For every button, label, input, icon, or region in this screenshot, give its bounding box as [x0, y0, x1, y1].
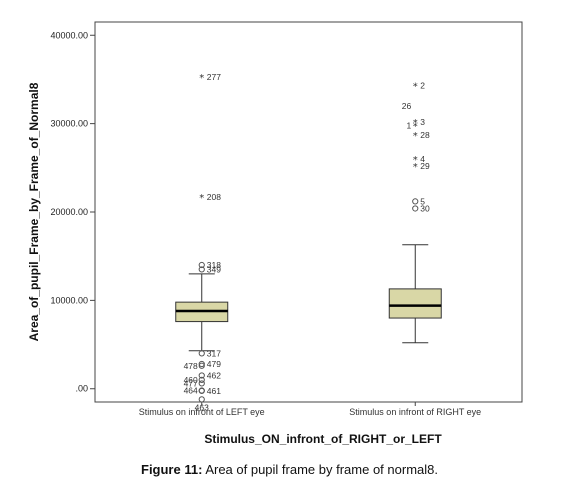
outlier-label: 5 [420, 196, 425, 206]
outlier-label: 462 [207, 370, 221, 380]
outlier-circle [412, 198, 419, 205]
outlier-label: 29 [420, 161, 430, 171]
outlier-circle [412, 205, 419, 212]
outlier-label: 3 [420, 117, 425, 127]
outlier-label: 1 [407, 120, 412, 130]
boxplot-chart: .00 10000.00 20000.00 30000.00 40000.00 Stim… [27, 21, 523, 446]
outlier-star: * [199, 193, 204, 204]
outlier-label: 463 [195, 402, 209, 412]
outlier-label: 461 [207, 386, 221, 396]
x-axis-title: Stimulus_ON_infront_of_RIGHT_or_LEFT [204, 432, 442, 446]
outlier-circle [198, 372, 205, 379]
outlier-circle [198, 350, 205, 357]
outlier-label: 28 [420, 130, 430, 140]
outlier-star: * [413, 131, 418, 142]
outlier-label: 208 [207, 192, 221, 202]
outlier-label: 349 [207, 264, 221, 274]
x-category-label: Stimulus on infront of RIGHT eye [349, 407, 481, 417]
outlier-circle [198, 360, 205, 368]
outlier-label: 26 [402, 101, 412, 111]
outlier-label: 4 [420, 154, 425, 164]
outlier-label: 277 [207, 72, 221, 82]
outlier-circle [198, 266, 205, 273]
x-category-label: Stimulus on infront of LEFT eye [139, 407, 265, 417]
outlier-label: 479 [207, 359, 221, 369]
figure-caption-prefix: Figure 11: [141, 462, 203, 477]
outlier-star: * [199, 73, 204, 84]
outlier-star: * [413, 155, 418, 166]
outlier-label: 2 [420, 81, 425, 91]
outlier-circle [198, 362, 205, 369]
y-tick-label: 40000.00 [50, 30, 88, 40]
iqr-box [388, 288, 442, 319]
figure-caption-text: Area of pupil frame by frame of normal8. [202, 462, 438, 477]
outlier-label: 478 [184, 361, 198, 371]
outlier-label: 317 [207, 348, 221, 358]
outlier-label: 464 [184, 386, 198, 396]
outlier-circle [198, 376, 205, 384]
outlier-label: 460 [184, 375, 198, 385]
y-axis: .00 10000.00 20000.00 30000.00 40000.00 [50, 30, 95, 394]
outlier-label: 30 [420, 203, 430, 213]
y-tick-label: 20000.00 [50, 207, 88, 217]
plot-area-frame [94, 21, 523, 403]
outlier-label: 318 [207, 260, 221, 270]
y-tick-label: 10000.00 [50, 295, 88, 305]
outlier-label: 477 [184, 378, 198, 388]
y-tick-label: 30000.00 [50, 119, 88, 129]
y-tick-label: .00 [75, 384, 88, 394]
outlier-star: * [413, 121, 418, 132]
outlier-circle [198, 380, 205, 387]
outlier-circle [198, 396, 205, 403]
y-axis-title: Area_of_pupil_Frame_by_Frame_of_Normal8 [27, 82, 41, 341]
outlier-circle [198, 387, 205, 395]
outlier-circle [198, 261, 205, 269]
figure-caption: Figure 11: Area of pupil frame by frame … [0, 462, 579, 477]
outlier-star: * [413, 118, 418, 129]
outlier-star: * [413, 162, 418, 173]
outlier-star: * [413, 82, 418, 93]
x-axis: Stimulus on infront of LEFT eye Stimulus … [139, 402, 481, 417]
